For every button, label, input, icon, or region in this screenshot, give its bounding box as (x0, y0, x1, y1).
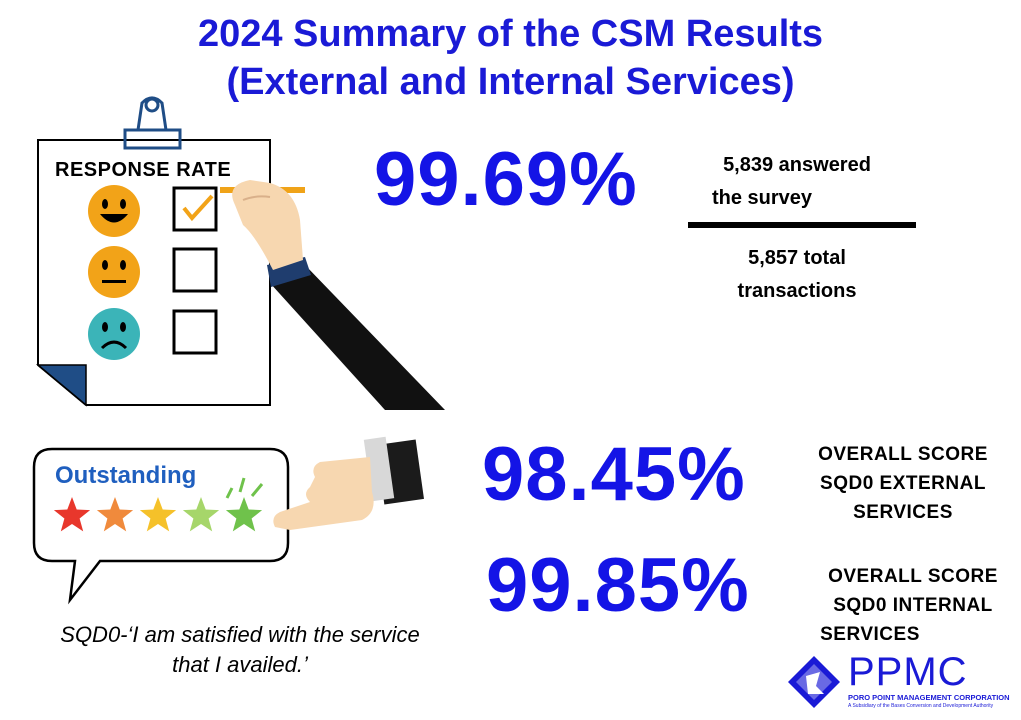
checkbox-checked-icon (172, 186, 218, 232)
response-denominator-line1: 5,857 total (748, 247, 846, 269)
stars-group (53, 497, 263, 532)
neutral-face-icon (88, 246, 140, 298)
external-label-line3: SERVICES (853, 502, 953, 523)
logo-subtitle: PORO POINT MANAGEMENT CORPORATION (848, 693, 1010, 702)
happy-face-icon (88, 185, 140, 237)
page-title-line2: (External and Internal Services) (226, 61, 795, 103)
sad-face-icon (88, 308, 140, 360)
internal-score-value: 99.85% (486, 543, 750, 628)
external-score-value: 98.45% (482, 432, 746, 517)
internal-label-line3: SERVICES (820, 624, 920, 645)
binder-clip-icon (123, 96, 182, 150)
external-label-line2: SQD0 EXTERNAL (820, 473, 986, 494)
logo-tagline: A Subsidiary of the Bases Conversion and… (848, 703, 994, 709)
quote-line2: that I availed.’ (172, 652, 308, 677)
star-icon (225, 497, 263, 532)
rating-label: Outstanding (55, 462, 197, 489)
star-icon (139, 497, 177, 532)
internal-label-line1: OVERALL SCORE (828, 566, 998, 587)
fraction-divider (688, 222, 916, 228)
response-numerator-line1: 5,839 answered (723, 154, 871, 176)
internal-label-line2: SQD0 INTERNAL (833, 595, 993, 616)
pointing-hand-icon (273, 436, 424, 530)
star-icon (182, 497, 220, 532)
checklist-heading: RESPONSE RATE (55, 159, 232, 181)
checkbox-empty-icon (172, 309, 218, 355)
logo-name: PPMC (848, 650, 968, 694)
ppmc-logo-icon (788, 656, 840, 708)
page-title-line1: 2024 Summary of the CSM Results (197, 13, 824, 55)
quote-line1: SQD0-‘I am satisfied with the service (60, 622, 420, 647)
checkbox-empty-icon (172, 247, 218, 293)
response-rate-value: 99.69% (374, 137, 638, 222)
response-numerator-line2: the survey (711, 187, 813, 209)
sparkle-lines-icon (225, 477, 264, 499)
external-label-line1: OVERALL SCORE (818, 444, 988, 465)
response-denominator-line2: transactions (737, 280, 857, 302)
star-icon (53, 497, 91, 532)
star-rating (52, 496, 272, 536)
star-icon (96, 497, 134, 532)
hand-with-pen-icon (220, 180, 445, 410)
